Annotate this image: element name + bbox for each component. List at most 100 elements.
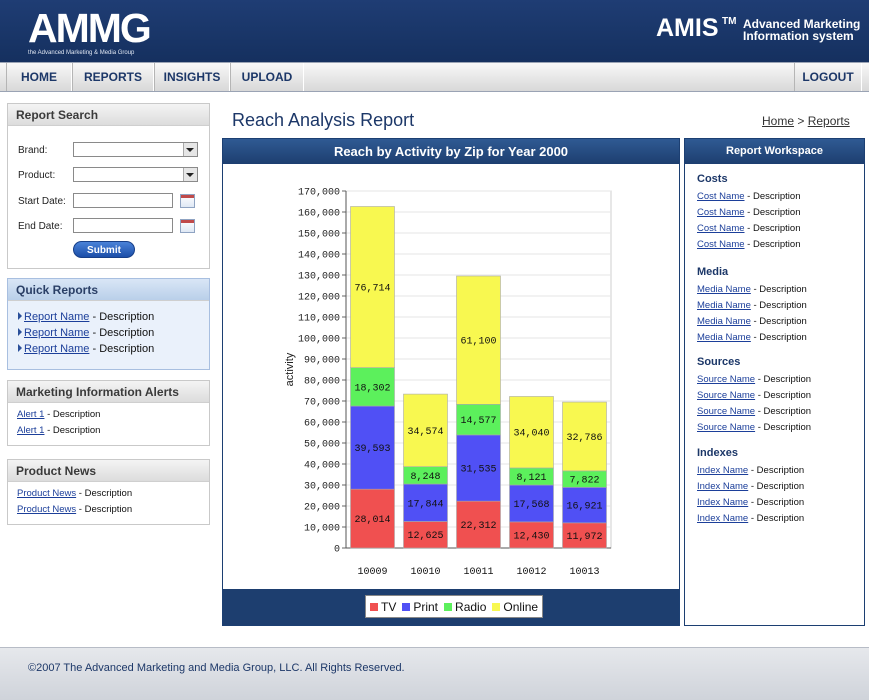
list-item: Product News - Description bbox=[17, 488, 132, 499]
y-tick-label: 0 bbox=[334, 545, 340, 556]
workspace-link[interactable]: Media Name bbox=[697, 284, 751, 295]
list-item: Source Name - Description bbox=[697, 422, 811, 433]
workspace-description: - Description bbox=[744, 191, 801, 202]
y-tick-label: 160,000 bbox=[298, 209, 340, 220]
y-tick-label: 70,000 bbox=[304, 398, 340, 409]
end-date-input[interactable] bbox=[73, 218, 173, 233]
stacked-bar-chart: 0 10,000 20,000 30,000 40,000 50,000 60,000 70,… bbox=[284, 188, 612, 578]
data-label: 11,972 bbox=[566, 532, 602, 543]
x-tick-label: 10012 bbox=[516, 567, 546, 578]
legend-item: TV bbox=[370, 600, 396, 614]
ammg-logo[interactable]: AMMG the Advanced Marketing & Media Grou… bbox=[28, 6, 152, 58]
calendar-icon[interactable] bbox=[180, 219, 195, 233]
workspace-link[interactable]: Media Name bbox=[697, 332, 751, 343]
start-date-label: Start Date: bbox=[18, 196, 66, 207]
legend-label: Print bbox=[413, 599, 439, 614]
workspace-description: - Description bbox=[748, 465, 805, 476]
list-item: Report Name - Description bbox=[18, 327, 154, 339]
bar-segment-print bbox=[456, 434, 501, 502]
workspace-description: - Description bbox=[750, 300, 807, 311]
workspace-section-title: Costs bbox=[697, 173, 728, 185]
workspace-link[interactable]: Source Name bbox=[697, 374, 756, 385]
workspace-link[interactable]: Source Name bbox=[697, 406, 756, 417]
calendar-icon[interactable] bbox=[180, 194, 195, 208]
header: AMMG the Advanced Marketing & Media Grou… bbox=[0, 0, 869, 62]
workspace-section-title: Media bbox=[697, 266, 729, 278]
workspace-link[interactable]: Index Name bbox=[697, 481, 749, 492]
alert-link[interactable]: Alert 1 bbox=[17, 409, 45, 420]
workspace-link[interactable]: Media Name bbox=[697, 316, 751, 327]
bar-segment-tv bbox=[350, 488, 395, 549]
list-item: Report Name - Description bbox=[18, 343, 154, 355]
list-item: Index Name - Description bbox=[697, 465, 804, 476]
workspace-link[interactable]: Cost Name bbox=[697, 223, 745, 234]
product-select[interactable] bbox=[73, 167, 198, 182]
report-description: - Description bbox=[89, 343, 155, 355]
footer: ©2007 The Advanced Marketing and Media G… bbox=[0, 647, 869, 700]
legend-item: Print bbox=[402, 600, 438, 614]
chevron-down-icon bbox=[186, 148, 194, 152]
workspace-link[interactable]: Source Name bbox=[697, 422, 756, 433]
workspace-link[interactable]: Source Name bbox=[697, 390, 756, 401]
nav-insights[interactable]: INSIGHTS bbox=[154, 63, 230, 91]
submit-button[interactable]: Submit bbox=[73, 241, 135, 258]
data-label: 34,574 bbox=[407, 427, 443, 438]
y-tick-label: 30,000 bbox=[304, 482, 340, 493]
report-link[interactable]: Report Name bbox=[24, 311, 90, 323]
breadcrumb-home[interactable]: Home bbox=[762, 114, 795, 128]
workspace-description: - Description bbox=[748, 513, 805, 524]
legend-swatch bbox=[492, 602, 501, 611]
workspace-section-title: Sources bbox=[697, 356, 741, 368]
list-item: Report Name - Description bbox=[18, 311, 154, 323]
triangle-right-icon bbox=[18, 328, 22, 336]
list-item: Alert 1 - Description bbox=[17, 425, 100, 436]
workspace-link[interactable]: Media Name bbox=[697, 300, 751, 311]
bar-segment-tv bbox=[509, 521, 554, 549]
logout-button[interactable]: LOGOUT bbox=[794, 63, 862, 91]
amis-title: AMIS bbox=[656, 14, 719, 42]
data-label: 16,921 bbox=[566, 502, 602, 513]
y-tick-label: 130,000 bbox=[298, 272, 340, 283]
workspace-description: - Description bbox=[748, 497, 805, 508]
data-label: 34,040 bbox=[513, 429, 549, 440]
nav-reports[interactable]: REPORTS bbox=[72, 63, 154, 91]
alert-description: - Description bbox=[44, 425, 101, 436]
brand-label: Brand: bbox=[18, 145, 48, 156]
report-link[interactable]: Report Name bbox=[24, 343, 90, 355]
list-item: Media Name - Description bbox=[697, 316, 807, 327]
y-tick-label: 40,000 bbox=[304, 461, 340, 472]
breadcrumb-reports[interactable]: Reports bbox=[807, 114, 850, 128]
start-date-input[interactable] bbox=[73, 193, 173, 208]
main-nav: HOME REPORTS INSIGHTS UPLOAD LOGOUT bbox=[0, 62, 869, 92]
workspace-link[interactable]: Index Name bbox=[697, 497, 749, 508]
y-tick-label: 80,000 bbox=[304, 377, 340, 388]
workspace-link[interactable]: Index Name bbox=[697, 513, 749, 524]
data-label: 32,786 bbox=[566, 433, 602, 444]
workspace-link[interactable]: Cost Name bbox=[697, 239, 745, 250]
nav-upload[interactable]: UPLOAD bbox=[230, 63, 304, 91]
bar-segment-online bbox=[562, 401, 607, 472]
alert-description: - Description bbox=[44, 409, 101, 420]
bar-segment-tv bbox=[562, 522, 607, 549]
data-label: 18,302 bbox=[354, 383, 390, 394]
report-link[interactable]: Report Name bbox=[24, 327, 90, 339]
alert-link[interactable]: Alert 1 bbox=[17, 425, 45, 436]
data-label: 7,822 bbox=[569, 476, 599, 487]
workspace-link[interactable]: Cost Name bbox=[697, 207, 745, 218]
news-link[interactable]: Product News bbox=[17, 504, 77, 515]
list-item: Source Name - Description bbox=[697, 390, 811, 401]
workspace-link[interactable]: Index Name bbox=[697, 465, 749, 476]
amis-subtitle-line-1: Advanced Marketing bbox=[743, 17, 861, 31]
news-link[interactable]: Product News bbox=[17, 488, 77, 499]
data-label: 61,100 bbox=[460, 337, 496, 348]
brand-select[interactable] bbox=[73, 142, 198, 157]
logo-tagline: the Advanced Marketing & Media Group bbox=[28, 50, 135, 56]
x-tick-label: 10011 bbox=[463, 567, 493, 578]
list-item: Index Name - Description bbox=[697, 497, 804, 508]
chart-panel: Reach by Activity by Zip for Year 2000 0… bbox=[222, 138, 680, 626]
workspace-link[interactable]: Cost Name bbox=[697, 191, 745, 202]
data-label: 17,568 bbox=[513, 500, 549, 511]
workspace-description: - Description bbox=[755, 374, 812, 385]
y-tick-label: 60,000 bbox=[304, 419, 340, 430]
nav-home[interactable]: HOME bbox=[6, 63, 72, 91]
